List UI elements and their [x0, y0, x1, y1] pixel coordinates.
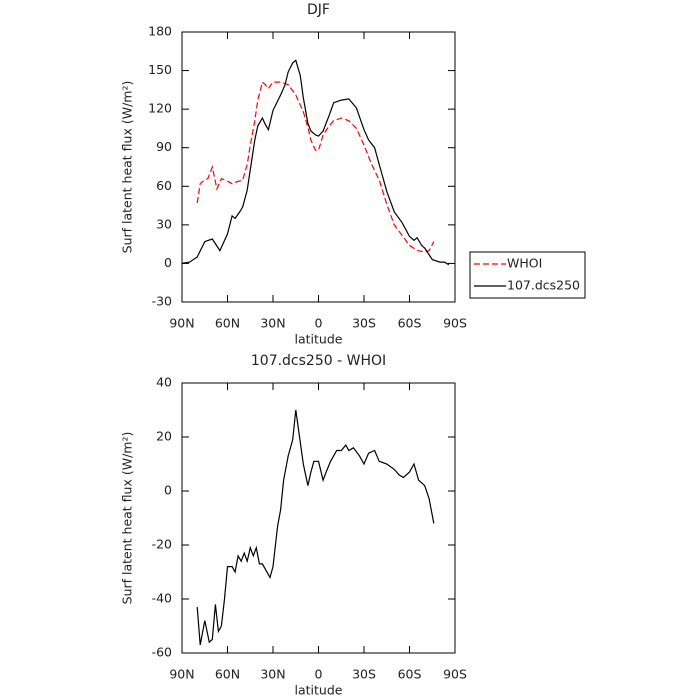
y-tick-label: 30: [156, 216, 172, 231]
chart-title: DJF: [307, 2, 330, 18]
y-tick-label: 120: [148, 101, 172, 116]
x-tick-label: 0: [315, 316, 323, 331]
x-tick-label: 60S: [398, 316, 422, 331]
y-axis-label: Surf latent heat flux (W/m²): [120, 81, 135, 254]
y-tick-label: 180: [148, 24, 172, 39]
y-tick-label: -20: [152, 537, 172, 552]
y-axis-label: Surf latent heat flux (W/m²): [120, 432, 135, 605]
legend-box: [469, 251, 586, 299]
plot-frame: [181, 31, 456, 303]
y-tick-label: 20: [156, 429, 172, 444]
y-tick-label: -60: [152, 645, 172, 660]
x-axis-label: latitude: [295, 332, 343, 347]
x-tick-label: 60N: [215, 667, 240, 682]
legend-label: 107.dcs250: [507, 278, 580, 293]
x-tick-label: 90S: [443, 316, 467, 331]
y-tick-label: 60: [156, 178, 172, 193]
x-tick-label: 30S: [352, 316, 376, 331]
legend-label: WHOI: [507, 256, 542, 271]
y-tick-label: 150: [148, 62, 172, 77]
y-tick-label: -40: [152, 591, 172, 606]
x-tick-label: 30N: [260, 667, 285, 682]
y-tick-label: 0: [164, 483, 172, 498]
data-line: [196, 81, 435, 253]
x-tick-label: 0: [315, 667, 323, 682]
data-line: [181, 59, 450, 266]
y-tick-label: 90: [156, 139, 172, 154]
y-tick-label: 40: [156, 375, 172, 390]
x-tick-label: 90N: [169, 667, 194, 682]
x-tick-label: 60N: [215, 316, 240, 331]
x-tick-label: 60S: [398, 667, 422, 682]
x-tick-label: 90N: [169, 316, 194, 331]
data-line: [196, 409, 435, 646]
x-tick-label: 30N: [260, 316, 285, 331]
chart-title: 107.dcs250 - WHOI: [251, 353, 386, 369]
x-tick-label: 90S: [443, 667, 467, 682]
y-tick-label: 0: [164, 255, 172, 270]
x-tick-label: 30S: [352, 667, 376, 682]
y-tick-label: -30: [152, 294, 172, 309]
x-axis-label: latitude: [295, 683, 343, 698]
